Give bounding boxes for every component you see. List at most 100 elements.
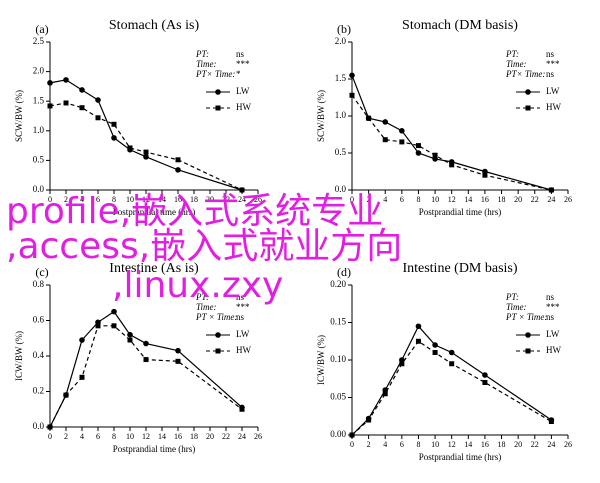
y-tick-label: 0.5	[335, 147, 347, 157]
marker	[432, 350, 438, 355]
stat-value: ns	[236, 312, 245, 322]
marker	[215, 89, 221, 95]
marker	[349, 72, 355, 79]
marker	[482, 372, 488, 378]
marker	[111, 308, 117, 315]
marker	[399, 128, 405, 134]
y-tick-label: 2.5	[33, 36, 45, 46]
x-tick-label: 26	[564, 195, 572, 204]
x-tick-label: 0	[48, 432, 52, 441]
legend-label: LW	[546, 86, 560, 96]
overlay-line: ,access,嵌入式就业方向	[6, 226, 402, 267]
x-tick-label: 12	[142, 195, 150, 204]
stat-label: PT:	[195, 49, 209, 59]
x-axis-label: Postprandial time (hrs)	[113, 207, 196, 217]
marker	[143, 154, 149, 160]
marker	[47, 80, 53, 86]
marker	[366, 115, 372, 121]
x-tick-label: 16	[174, 432, 182, 441]
marker	[482, 172, 488, 178]
x-tick-label: 12	[448, 195, 456, 204]
marker	[382, 119, 389, 125]
stat-label: PT × Time:	[195, 312, 237, 322]
panel-label: (c)	[35, 265, 48, 279]
marker	[415, 338, 421, 344]
panel-label: (b)	[337, 22, 351, 36]
stat-value: ns	[546, 292, 555, 302]
y-tick-label: 0.10	[330, 354, 346, 364]
stat-value: ns	[236, 292, 245, 302]
x-tick-label: 14	[158, 432, 166, 441]
x-tick-label: 6	[96, 432, 100, 441]
legend-label: LW	[236, 86, 250, 96]
x-tick-label: 20	[514, 195, 522, 204]
x-tick-label: 20	[206, 195, 214, 204]
marker	[415, 323, 422, 330]
x-tick-label: 4	[383, 440, 387, 449]
series-line	[351, 325, 552, 436]
x-axis-label: Postprandial time (hrs)	[113, 444, 196, 454]
x-tick-label: 18	[190, 432, 198, 441]
y-axis-label: ICW/BW (%)	[14, 331, 24, 381]
x-tick-label: 6	[96, 195, 100, 204]
marker	[399, 139, 405, 145]
stat-label: Time:	[196, 59, 217, 69]
x-tick-label: 26	[254, 195, 262, 204]
marker	[525, 332, 531, 338]
stat-label: PT × Time:	[505, 312, 547, 322]
marker	[63, 77, 69, 83]
x-tick-label: 20	[206, 432, 214, 441]
x-tick-label: 24	[547, 195, 555, 204]
stat-label: PT× Time:	[195, 69, 235, 79]
marker	[111, 121, 117, 127]
x-tick-label: 16	[481, 195, 489, 204]
series-line	[351, 94, 552, 191]
x-tick-label: 4	[80, 195, 84, 204]
x-tick-label: 24	[547, 440, 555, 449]
series-line	[49, 79, 243, 191]
stat-label: PT:	[195, 292, 209, 302]
x-tick-label: 2	[367, 195, 371, 204]
marker	[215, 348, 221, 354]
x-axis-label: Postprandial time (hrs)	[419, 452, 502, 462]
x-tick-label: 10	[431, 440, 439, 449]
x-tick-label: 2	[367, 440, 371, 449]
legend-label: HW	[236, 102, 251, 112]
x-tick-label: 18	[498, 195, 506, 204]
x-tick-label: 0	[350, 195, 354, 204]
marker	[349, 92, 355, 98]
marker	[399, 361, 405, 367]
marker	[215, 332, 221, 338]
marker	[95, 115, 101, 121]
marker	[127, 145, 133, 151]
x-tick-label: 22	[222, 195, 230, 204]
y-tick-label: 0.6	[33, 315, 45, 325]
y-tick-label: 0.4	[33, 350, 45, 360]
legend-label: HW	[236, 345, 251, 355]
panels: (a) Stomach (As is) SCW/BW (%) Postprandial…	[14, 18, 572, 462]
x-tick-label: 18	[498, 440, 506, 449]
series-line	[351, 340, 552, 436]
marker	[79, 374, 85, 380]
x-tick-label: 20	[514, 440, 522, 449]
marker	[47, 103, 53, 109]
panel-label: (d)	[337, 265, 351, 279]
stat-value: ns	[546, 312, 555, 322]
marker	[175, 358, 181, 364]
x-axis-label: Postprandial time (hrs)	[419, 207, 502, 217]
stat-value: ns	[546, 49, 555, 59]
marker	[548, 187, 554, 193]
y-tick-label: 0.20	[330, 279, 346, 289]
marker	[382, 391, 388, 397]
marker	[432, 152, 438, 158]
legend-label: LW	[236, 329, 250, 339]
x-tick-label: 22	[531, 440, 539, 449]
marker	[432, 342, 438, 348]
overlay-line: ,linux.zxy	[112, 265, 283, 306]
x-tick-label: 6	[400, 195, 404, 204]
stat-value: ***	[546, 59, 560, 69]
marker	[482, 380, 488, 385]
x-tick-label: 16	[481, 440, 489, 449]
marker	[215, 105, 221, 111]
marker	[239, 187, 245, 193]
